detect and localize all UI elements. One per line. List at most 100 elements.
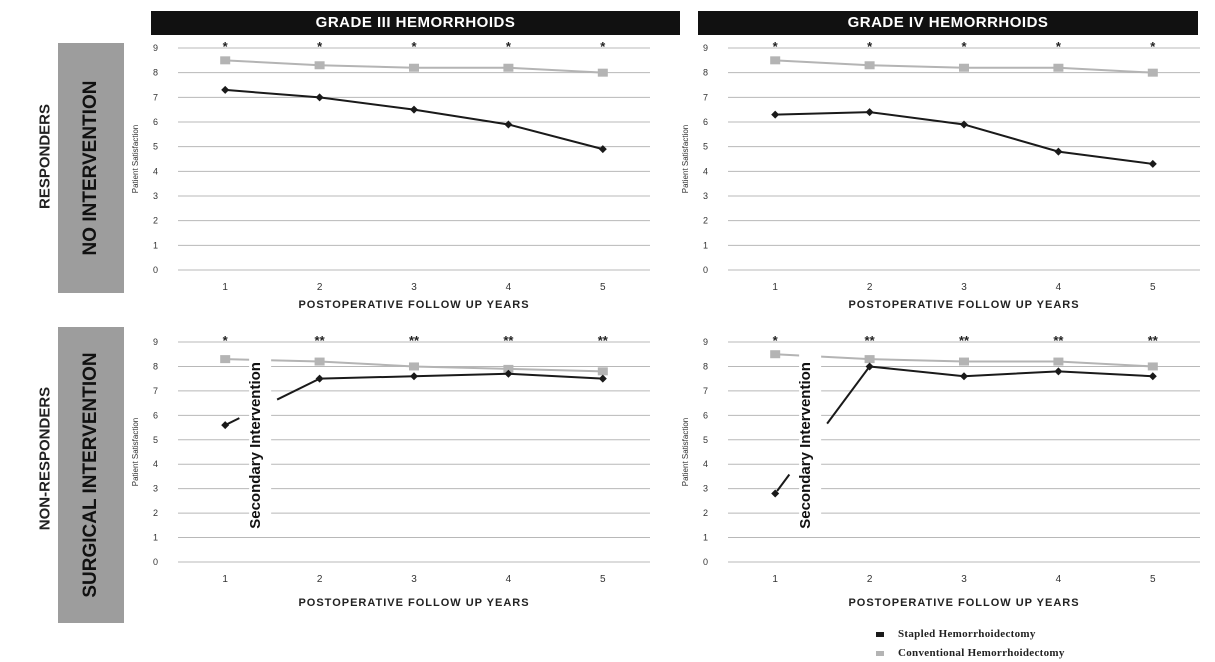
point-conventional: [597, 367, 608, 376]
legend-conventional-swatch: [876, 650, 884, 656]
legend-conventional: Conventional Hemorrhoidectomy: [876, 647, 1065, 659]
chart-panel-grade3-no-intervention: 0 1 2 3 4 5 6 7 8 9 1 2 3 4 5 POSTOPERATIVE FOLLOW UP Y…: [131, 39, 650, 311]
legend-stapled: Stapled Hemorrhoidectomy: [876, 628, 1036, 640]
x-axis-label: POSTOPERATIVE FOLLOW UP YEARS: [848, 597, 1079, 609]
point-stapled: [410, 372, 418, 381]
point-stapled: [771, 489, 780, 498]
y-tick-label: 2: [703, 508, 708, 518]
y-tick-label: 5: [153, 435, 158, 445]
point-stapled: [1148, 372, 1157, 381]
point-stapled: [865, 362, 874, 371]
y-tick-label: 0: [703, 557, 708, 567]
x-tick-label: 5: [1150, 574, 1156, 585]
significance-marker: *: [223, 39, 229, 54]
x-tick-label: 4: [1056, 574, 1062, 585]
point-conventional: [597, 68, 608, 77]
non-responders-title: NON-RESPONDERS: [36, 386, 54, 531]
y-tick-label: 0: [703, 265, 708, 275]
y-tick-label: 7: [153, 386, 158, 396]
y-tick-label: 9: [153, 43, 158, 53]
point-conventional: [409, 63, 419, 72]
legend-stapled-swatch: [876, 631, 884, 637]
x-tick-label: 4: [506, 574, 512, 585]
significance-marker: **: [409, 333, 420, 348]
significance-marker: *: [223, 333, 229, 348]
x-axis-label: POSTOPERATIVE FOLLOW UP YEARS: [298, 597, 529, 609]
significance-marker: *: [506, 39, 512, 54]
point-stapled: [315, 93, 324, 102]
y-axis-label: Patient Satisfaction: [681, 125, 690, 193]
point-conventional: [409, 362, 419, 371]
point-conventional: [314, 357, 325, 366]
significance-marker: *: [961, 39, 967, 54]
y-tick-label: 1: [153, 240, 158, 250]
x-tick-label: 4: [506, 282, 512, 293]
series-line-stapled: [225, 88, 604, 151]
point-stapled: [598, 374, 607, 383]
point-conventional: [220, 355, 231, 364]
x-tick-label: 1: [222, 574, 228, 585]
secondary-intervention-bg: [249, 350, 272, 522]
y-tick-label: 5: [703, 142, 708, 152]
no-intervention-box: NO INTERVENTION: [58, 43, 124, 293]
significance-marker: **: [1148, 333, 1159, 348]
chart-panel-grade4-no-intervention: 0 1 2 3 4 5 6 7 8 9 1 2 3 4 5 POSTOPERATIVE FOLLOW UP Y…: [681, 39, 1200, 311]
significance-marker: **: [503, 333, 514, 348]
significance-marker: *: [317, 39, 323, 54]
y-tick-label: 8: [703, 361, 708, 371]
surgical-intervention-box: SURGICAL INTERVENTION: [58, 327, 124, 623]
point-stapled: [504, 369, 513, 378]
x-tick-label: 1: [772, 282, 778, 293]
x-axis-label: POSTOPERATIVE FOLLOW UP YEARS: [848, 299, 1079, 311]
point-conventional: [959, 357, 969, 366]
point-stapled: [865, 108, 874, 117]
y-tick-label: 0: [153, 557, 158, 567]
y-tick-label: 3: [703, 484, 708, 494]
y-tick-label: 0: [153, 265, 158, 275]
x-tick-label: 5: [600, 282, 606, 293]
point-conventional: [1147, 362, 1158, 371]
y-tick-label: 6: [703, 117, 708, 127]
y-tick-label: 1: [703, 533, 708, 543]
significance-marker: *: [1056, 39, 1062, 54]
point-stapled: [315, 374, 324, 383]
y-tick-label: 4: [703, 166, 708, 176]
point-stapled: [771, 110, 780, 119]
secondary-intervention-bg: [799, 350, 822, 522]
legend-conventional-label: Conventional Hemorrhoidectomy: [898, 647, 1065, 659]
series-line-stapled: [319, 372, 603, 380]
secondary-intervention-label: Secondary Intervention: [797, 362, 814, 529]
point-conventional: [1147, 68, 1158, 77]
y-tick-label: 3: [153, 484, 158, 494]
x-axis-label: POSTOPERATIVE FOLLOW UP YEARS: [298, 299, 529, 311]
significance-marker: *: [867, 39, 873, 54]
x-tick-label: 3: [411, 282, 417, 293]
y-tick-label: 6: [153, 410, 158, 420]
significance-marker: **: [1053, 333, 1064, 348]
x-tick-label: 5: [1150, 282, 1156, 293]
point-conventional: [220, 56, 231, 65]
point-stapled: [504, 120, 513, 129]
y-tick-label: 8: [703, 68, 708, 78]
point-stapled: [598, 145, 607, 154]
y-tick-label: 9: [153, 337, 158, 347]
significance-marker: *: [1150, 39, 1156, 54]
y-tick-label: 4: [703, 459, 708, 469]
y-axis-label: Patient Satisfaction: [131, 418, 140, 486]
y-tick-label: 7: [703, 92, 708, 102]
y-tick-label: 7: [703, 386, 708, 396]
y-tick-label: 6: [153, 117, 158, 127]
no-intervention-label: NO INTERVENTION: [80, 80, 101, 256]
x-tick-label: 4: [1056, 282, 1062, 293]
significance-marker: *: [773, 333, 779, 348]
y-tick-label: 9: [703, 43, 708, 53]
point-conventional: [864, 355, 875, 364]
point-conventional: [314, 61, 325, 70]
y-tick-label: 5: [153, 142, 158, 152]
x-tick-label: 3: [961, 282, 967, 293]
point-stapled: [1148, 159, 1157, 168]
y-tick-label: 8: [153, 68, 158, 78]
y-axis-label: Patient Satisfaction: [131, 125, 140, 193]
x-tick-label: 2: [317, 574, 323, 585]
point-conventional: [503, 364, 514, 373]
